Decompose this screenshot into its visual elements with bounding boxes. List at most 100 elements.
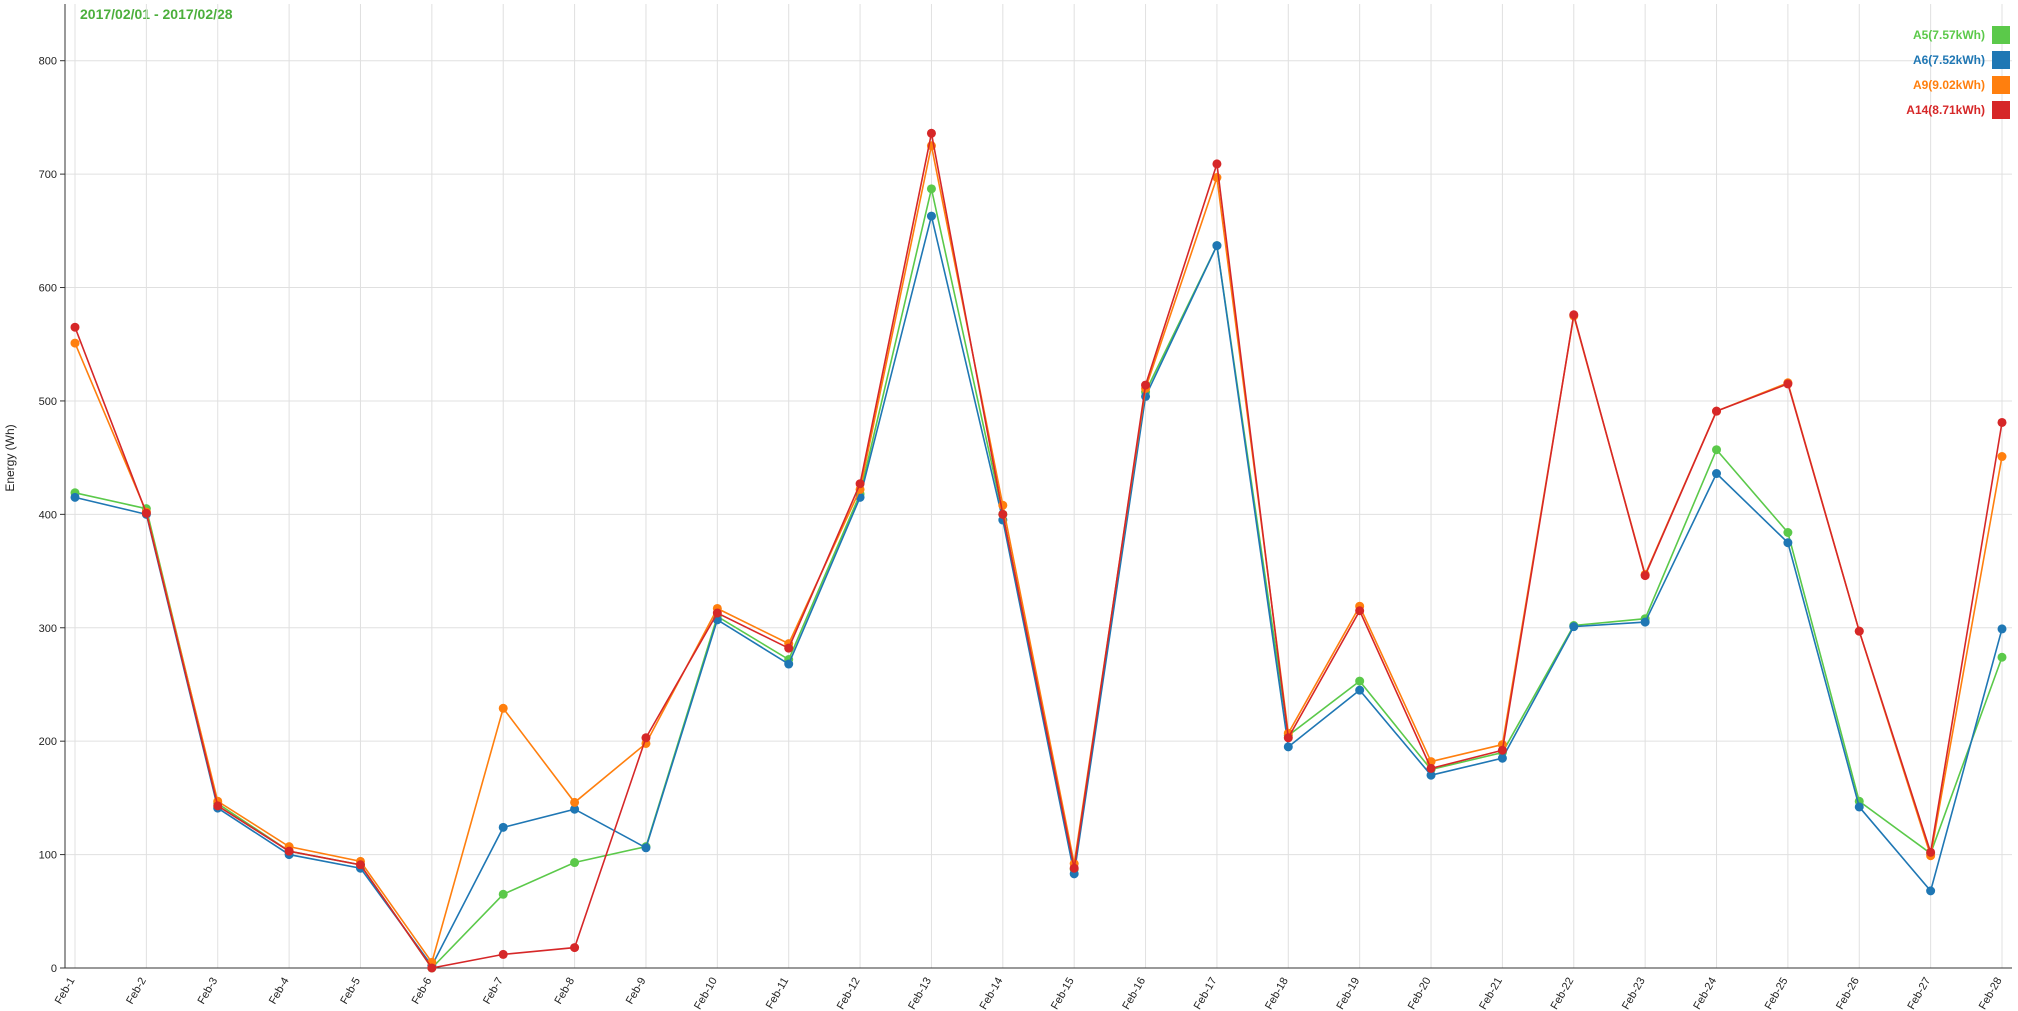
- data-point: [1283, 742, 1293, 752]
- y-tick-label: 200: [39, 736, 57, 748]
- x-tick-label: Feb-22: [1549, 976, 1577, 1011]
- data-point: [1926, 847, 1936, 857]
- y-tick-label: 600: [39, 283, 57, 295]
- legend-swatch[interactable]: [1992, 51, 2010, 69]
- y-axis-label: Energy (Wh): [3, 424, 17, 491]
- x-tick-label: Feb-26: [1834, 976, 1862, 1011]
- data-point: [1569, 310, 1579, 320]
- y-tick-label: 400: [39, 509, 57, 521]
- data-point: [855, 479, 865, 489]
- y-tick-label: 0: [51, 963, 57, 975]
- data-point: [1640, 571, 1650, 581]
- x-tick-label: Feb-7: [481, 976, 506, 1007]
- data-point: [284, 846, 294, 856]
- data-point: [1212, 241, 1222, 251]
- data-point: [1997, 624, 2007, 634]
- x-tick-label: Feb-24: [1691, 976, 1719, 1011]
- data-point: [641, 733, 651, 743]
- legend-swatch[interactable]: [1992, 101, 2010, 119]
- x-tick-label: Feb-11: [764, 976, 791, 1011]
- y-tick-label: 300: [39, 623, 57, 635]
- x-tick-label: Feb-25: [1763, 976, 1791, 1011]
- x-tick-label: Feb-13: [906, 976, 934, 1011]
- x-tick-label: Feb-27: [1905, 976, 1933, 1011]
- data-point: [998, 500, 1008, 510]
- data-point: [355, 860, 365, 870]
- x-tick-label: Feb-17: [1192, 976, 1220, 1011]
- legend-label[interactable]: A14(8.71kWh): [1906, 103, 1985, 117]
- data-point: [641, 843, 651, 853]
- chart-title: 2017/02/01 - 2017/02/28: [80, 6, 233, 22]
- x-tick-label: Feb-16: [1120, 976, 1148, 1011]
- data-point: [1997, 452, 2007, 462]
- data-point: [498, 889, 508, 899]
- data-point: [1712, 469, 1722, 479]
- data-point: [1426, 763, 1436, 773]
- data-point: [70, 338, 80, 348]
- data-point: [498, 703, 508, 713]
- x-tick-label: Feb-9: [624, 976, 649, 1007]
- data-point: [1426, 770, 1436, 780]
- x-tick-label: Feb-4: [267, 976, 292, 1007]
- data-point: [1926, 886, 1936, 896]
- data-point: [1997, 417, 2007, 427]
- data-point: [1283, 733, 1293, 743]
- x-tick-label: Feb-18: [1263, 976, 1291, 1011]
- series-line: [74, 215, 2003, 968]
- y-tick-label: 100: [39, 850, 57, 862]
- data-point: [213, 801, 223, 811]
- data-point: [1783, 527, 1793, 537]
- x-tick-label: Feb-2: [124, 976, 149, 1007]
- legend-swatch[interactable]: [1992, 26, 2010, 44]
- data-point: [1854, 802, 1864, 812]
- data-point: [926, 184, 936, 194]
- series-line: [74, 133, 2003, 969]
- legend-label[interactable]: A6(7.52kWh): [1913, 53, 1985, 67]
- data-point: [1997, 652, 2007, 662]
- data-point: [1712, 445, 1722, 455]
- x-tick-label: Feb-20: [1406, 976, 1434, 1011]
- series-line: [74, 145, 2003, 965]
- data-point: [784, 643, 794, 653]
- data-point: [427, 963, 437, 973]
- data-point: [1069, 863, 1079, 873]
- x-tick-label: Feb-28: [1977, 976, 2005, 1011]
- x-tick-label: Feb-5: [338, 976, 363, 1007]
- data-point: [1854, 626, 1864, 636]
- data-point: [1712, 406, 1722, 416]
- data-point: [1355, 676, 1365, 686]
- data-point: [1212, 159, 1222, 169]
- legend-label[interactable]: A9(9.02kWh): [1913, 78, 1985, 92]
- data-point: [784, 659, 794, 669]
- x-tick-label: Feb-6: [410, 976, 435, 1007]
- legend-swatch[interactable]: [1992, 76, 2010, 94]
- data-point: [70, 322, 80, 332]
- data-point: [1355, 685, 1365, 695]
- data-point: [1569, 622, 1579, 632]
- data-point: [1640, 617, 1650, 627]
- x-tick-label: Feb-19: [1334, 976, 1362, 1011]
- data-point: [998, 509, 1008, 519]
- x-tick-label: Feb-10: [692, 976, 720, 1011]
- data-point: [712, 608, 722, 618]
- legend-label[interactable]: A5(7.57kWh): [1913, 28, 1985, 42]
- x-tick-label: Feb-15: [1049, 976, 1077, 1011]
- data-point: [926, 211, 936, 221]
- y-tick-label: 800: [39, 56, 57, 68]
- data-point: [1141, 380, 1151, 390]
- series-line: [74, 188, 2003, 970]
- data-point: [1783, 379, 1793, 389]
- x-tick-label: Feb-1: [53, 976, 78, 1007]
- data-point: [1355, 606, 1365, 616]
- y-tick-label: 500: [39, 396, 57, 408]
- data-point: [141, 508, 151, 518]
- data-point: [1783, 538, 1793, 548]
- data-point: [926, 128, 936, 138]
- data-point: [570, 858, 580, 868]
- data-point: [498, 949, 508, 959]
- data-point: [70, 492, 80, 502]
- data-point: [1497, 753, 1507, 763]
- data-point: [1497, 745, 1507, 755]
- x-tick-label: Feb-21: [1477, 976, 1505, 1011]
